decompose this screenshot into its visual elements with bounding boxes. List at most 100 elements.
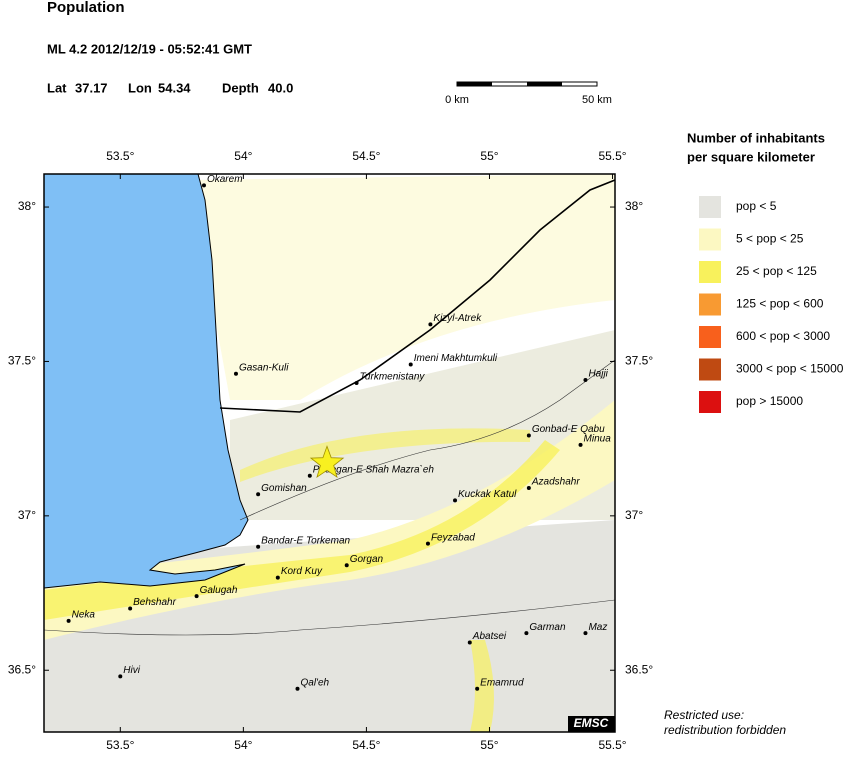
legend-label: 25 < pop < 125 [736,264,817,278]
city-marker [201,183,206,188]
epicenter [309,445,345,479]
legend-label: 600 < pop < 3000 [736,329,830,343]
legend-swatch [699,326,721,348]
city-marker [583,631,588,636]
city-label: Feyzabad [431,532,475,543]
y-tick-label: 37° [18,508,36,522]
x-tick-label: 54.5° [352,738,380,752]
legend-swatch [699,293,721,316]
x-tick-label: 55.5° [598,149,626,163]
y-tick-label: 38° [625,199,643,213]
city-label: Bandar-E Torkeman [261,535,350,546]
x-tick-label: 55° [480,738,498,752]
city-marker [475,686,480,691]
city-label: Azadshahr [531,477,580,488]
city-marker [583,377,588,382]
city-label: Kuckak Katul [458,489,517,500]
city-label: Abatsei [472,631,507,642]
legend-swatch [699,261,721,283]
legend-swatch [699,196,721,218]
city-label: Kord Kuy [281,566,323,577]
lat: 37.17 [75,80,108,95]
city-marker [524,631,529,636]
city-marker [453,498,458,503]
city-label: Qal'eh [301,677,330,688]
city-marker [256,544,261,549]
city-marker [66,618,71,623]
lon: 54.34 [158,80,191,95]
y-tick-label: 38° [18,199,36,213]
x-tick-label: 55° [480,149,498,163]
y-tick-label: 37° [625,508,643,522]
city-marker [118,674,123,679]
lat-label: Lat [47,80,67,95]
x-tick-label: 54.5° [352,149,380,163]
city-marker [578,442,583,447]
city-label: Minua [584,433,612,444]
depth-label: Depth [222,80,259,95]
title: Population [47,0,125,16]
scale-end: 50 km [582,94,612,106]
city-label: Gasan-Kuli [239,362,289,373]
legend-label: 3000 < pop < 15000 [736,362,844,376]
city-marker [233,371,238,376]
city-label: Behshahr [133,597,176,608]
note: redistribution forbidden [664,723,786,737]
legend-label: pop > 15000 [736,394,803,408]
legend-swatch [699,358,721,381]
x-tick-label: 53.5° [106,149,134,163]
city-marker [408,362,413,367]
city-label: Galugah [200,585,238,596]
city-label: Garman [529,622,566,633]
city-label: Kizyl-Atrek [433,313,482,324]
y-tick-label: 37.5° [8,354,36,368]
city-marker [526,486,531,491]
legend-label: pop < 5 [736,199,777,213]
city-marker [428,322,433,327]
city-label: Okarem [207,174,243,185]
event: ML 4.2 2012/12/19 - 05:52:41 GMT [47,41,252,56]
city-marker [194,594,199,599]
legend-title: per square kilometer [687,149,815,164]
city-label: Imeni Makhtumkuli [414,353,498,364]
city-marker [275,575,280,580]
x-tick-label: 54° [234,149,252,163]
city-marker [467,640,472,645]
city-marker [307,473,312,478]
legend-swatch [699,228,721,251]
city-label: Hajji [588,369,608,380]
y-tick-label: 36.5° [625,662,653,676]
city-marker [344,563,349,568]
x-tick-label: 54° [234,738,252,752]
city-label: Turkmenistany [360,372,426,383]
legend-title: Number of inhabitants [687,130,825,145]
scale-bar [456,81,598,87]
depth: 40.0 [268,80,293,95]
city-label: Maz [588,622,607,633]
city-label: Gorgan [350,554,384,565]
y-tick-label: 36.5° [8,662,36,676]
legend-swatch [699,391,721,413]
credit: EMSC [574,716,609,730]
scale-start: 0 km [445,94,469,106]
city-marker [526,433,531,438]
city-label: Neka [72,609,96,620]
legend-label: 5 < pop < 25 [736,232,804,246]
city-marker [128,606,133,611]
city-marker [256,492,261,497]
map-frame [43,173,616,733]
city-marker [425,541,430,546]
city-label: Emamrud [480,677,524,688]
x-tick-label: 55.5° [598,738,626,752]
note: Restricted use: [664,708,744,722]
legend-label: 125 < pop < 600 [736,297,824,311]
city-label: Hivi [123,665,140,676]
city-marker [295,686,300,691]
x-tick-label: 53.5° [106,738,134,752]
y-tick-label: 37.5° [625,354,653,368]
city-label: Gonbad-E Qabu [532,424,605,435]
city-label: Padegan-E Shah Mazra`eh [313,463,435,475]
city-marker [354,381,359,386]
city-label: Gomishan [261,483,307,494]
